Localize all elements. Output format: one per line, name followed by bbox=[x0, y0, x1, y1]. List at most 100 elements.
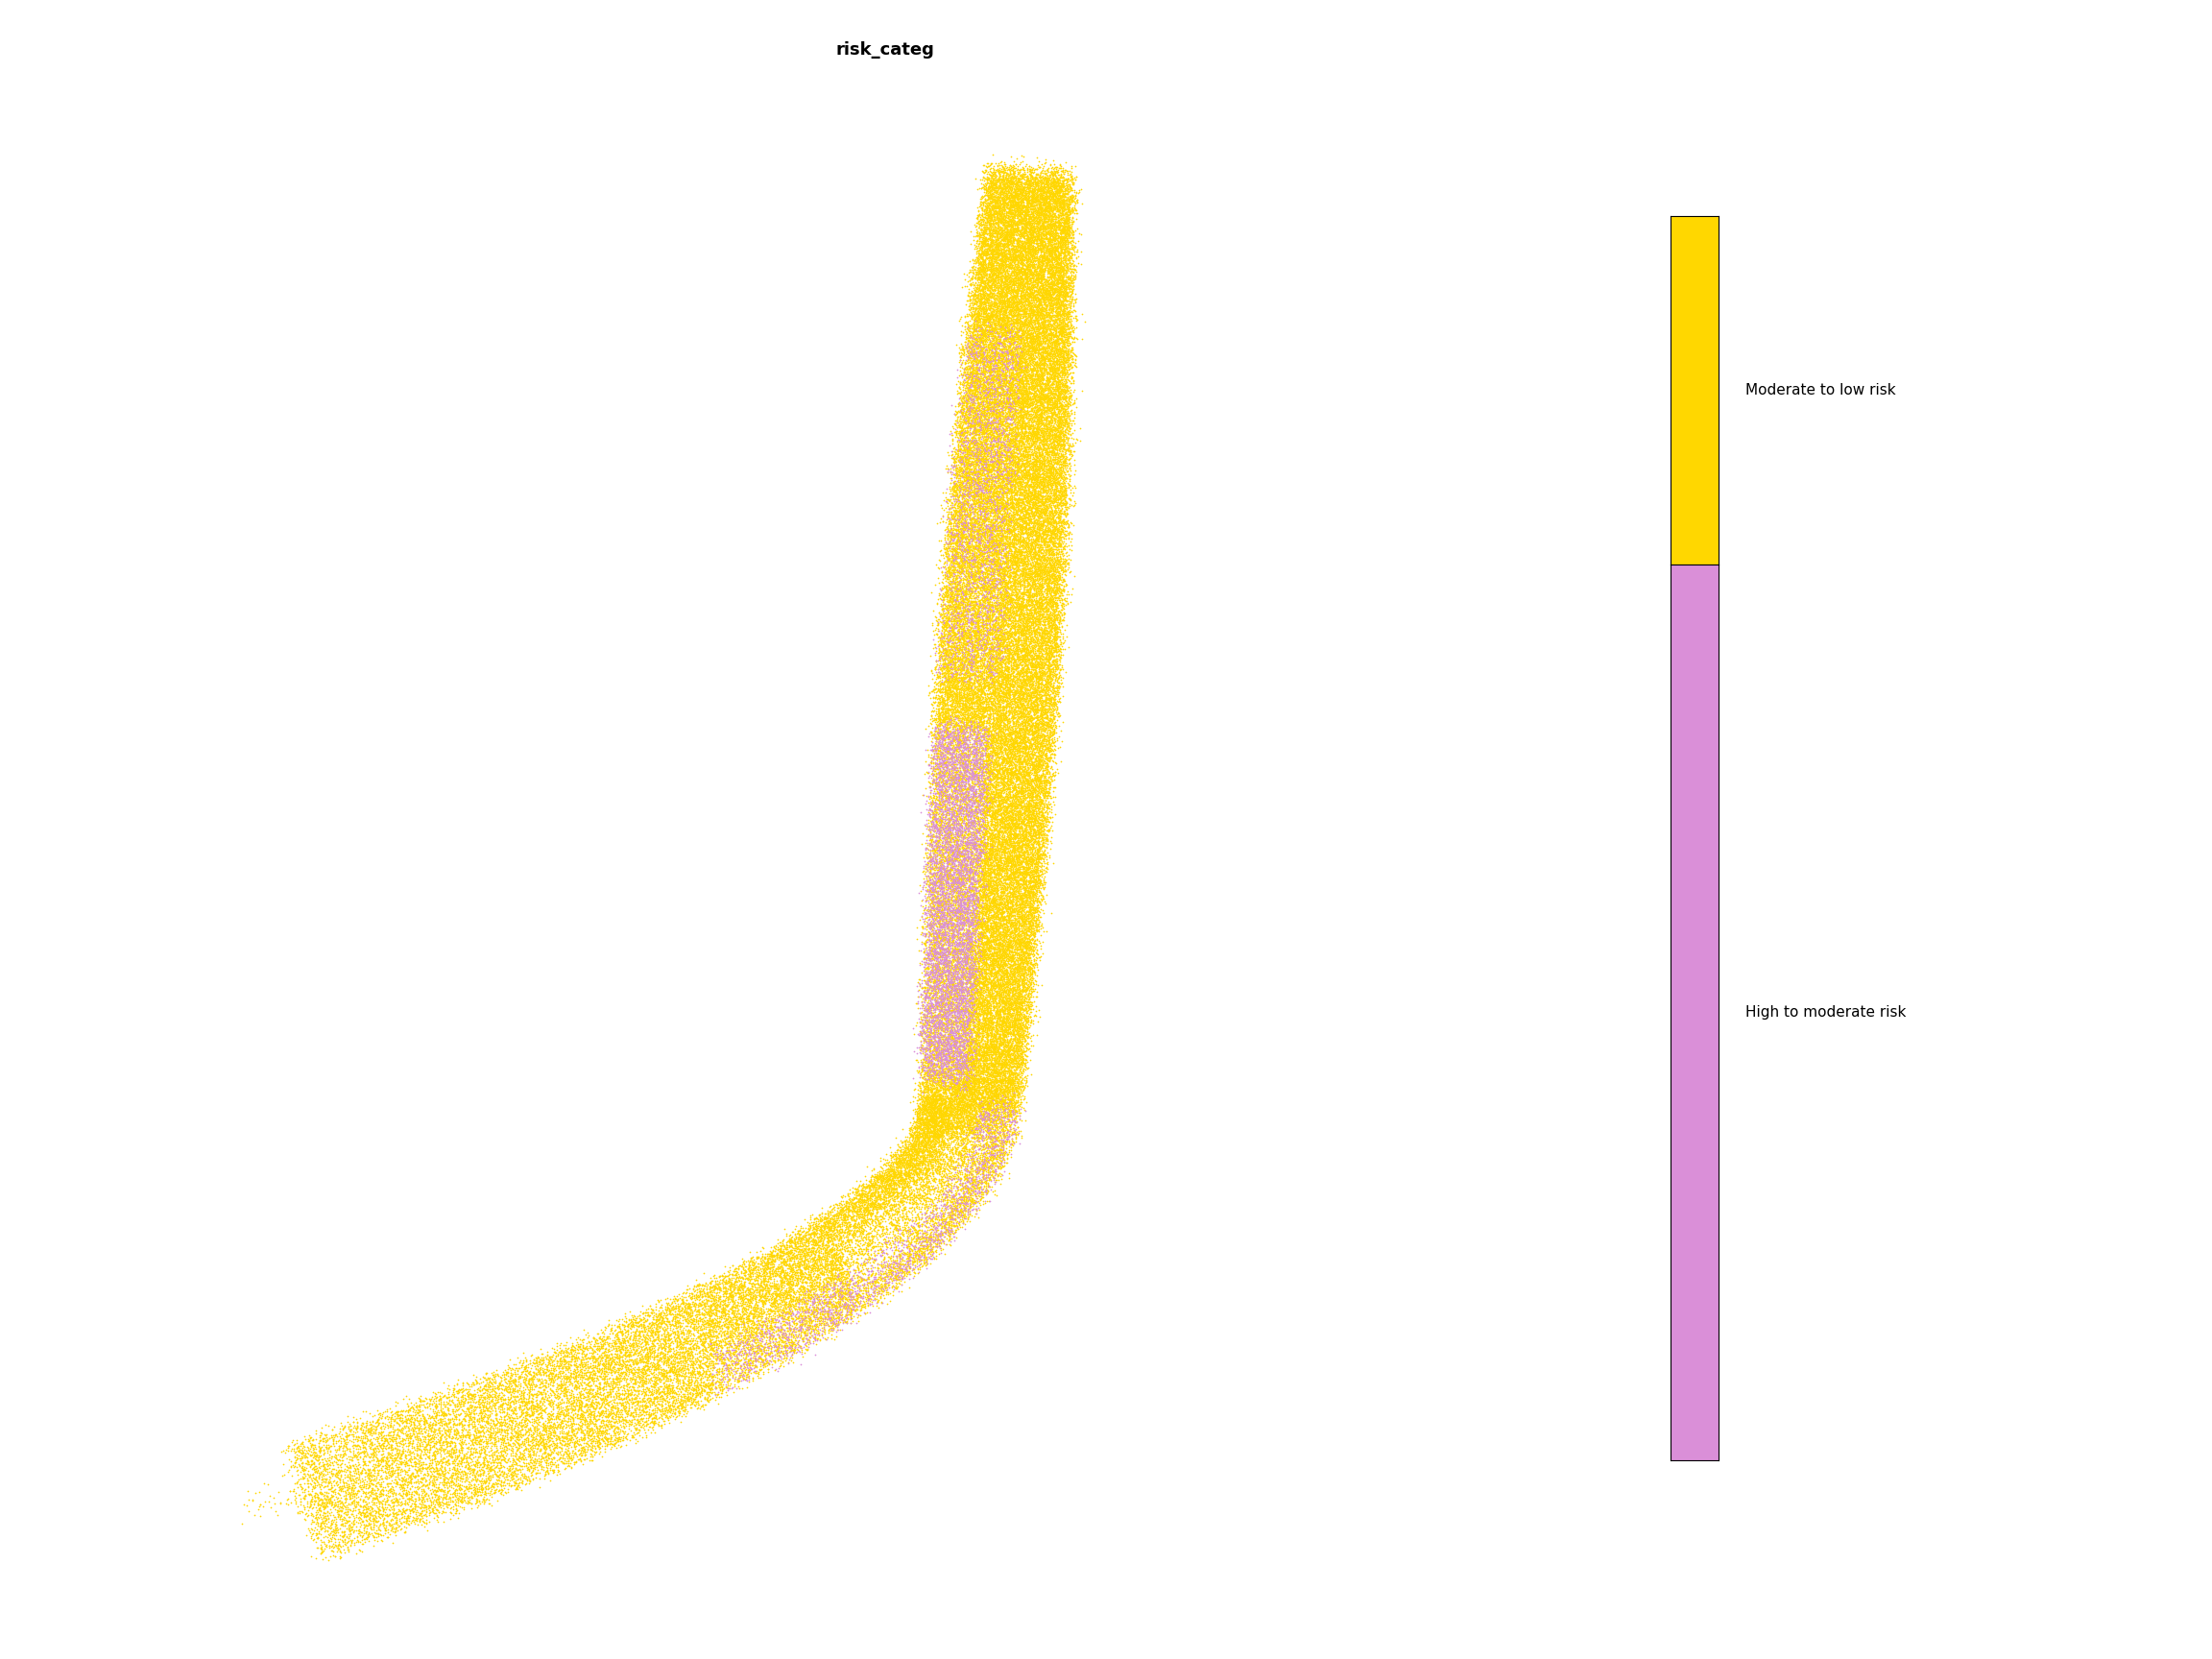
Point bbox=[1006, 796, 1042, 823]
Point bbox=[1020, 463, 1055, 489]
Point bbox=[987, 582, 1022, 609]
Point bbox=[942, 1063, 978, 1090]
Point bbox=[1013, 687, 1048, 713]
Point bbox=[511, 1359, 546, 1385]
Point bbox=[962, 906, 998, 932]
Point bbox=[1013, 868, 1048, 894]
Point bbox=[1031, 745, 1066, 771]
Point bbox=[989, 367, 1024, 393]
Point bbox=[1020, 401, 1055, 428]
Point bbox=[1035, 587, 1071, 614]
Point bbox=[1040, 347, 1075, 373]
Point bbox=[947, 546, 982, 572]
Point bbox=[993, 975, 1029, 1002]
Point bbox=[951, 695, 987, 722]
Point bbox=[967, 972, 1002, 999]
Point bbox=[949, 997, 984, 1024]
Point bbox=[394, 1448, 429, 1475]
Point bbox=[987, 752, 1022, 778]
Point bbox=[288, 1470, 323, 1496]
Point bbox=[812, 1264, 847, 1291]
Point bbox=[987, 455, 1022, 481]
Point bbox=[962, 222, 998, 249]
Point bbox=[987, 498, 1022, 524]
Point bbox=[1000, 385, 1035, 411]
Point bbox=[465, 1377, 500, 1404]
Point bbox=[794, 1276, 830, 1302]
Point bbox=[1011, 773, 1046, 800]
Point bbox=[982, 713, 1018, 740]
Point bbox=[1020, 508, 1055, 534]
Point bbox=[960, 559, 995, 586]
Point bbox=[971, 496, 1006, 523]
Point bbox=[591, 1350, 626, 1377]
Point bbox=[993, 300, 1029, 327]
Point bbox=[655, 1339, 690, 1365]
Point bbox=[933, 1092, 969, 1118]
Point bbox=[1006, 277, 1042, 304]
Point bbox=[962, 559, 998, 586]
Point bbox=[613, 1312, 648, 1339]
Point bbox=[958, 499, 993, 526]
Point bbox=[1015, 889, 1051, 916]
Point bbox=[931, 614, 967, 640]
Point bbox=[1002, 458, 1037, 484]
Point bbox=[918, 823, 953, 849]
Point bbox=[1018, 247, 1053, 274]
Point bbox=[987, 941, 1022, 967]
Point bbox=[584, 1335, 619, 1362]
Point bbox=[987, 494, 1022, 521]
Point bbox=[1011, 265, 1046, 292]
Point bbox=[1022, 557, 1057, 584]
Point bbox=[728, 1316, 763, 1342]
Point bbox=[949, 1155, 984, 1181]
Point bbox=[995, 720, 1031, 747]
Point bbox=[823, 1218, 858, 1244]
Point bbox=[1020, 466, 1055, 493]
Point bbox=[942, 790, 978, 816]
Point bbox=[1000, 690, 1035, 717]
Point bbox=[938, 921, 973, 947]
Point bbox=[898, 1226, 933, 1253]
Point bbox=[953, 932, 989, 959]
Point bbox=[591, 1345, 626, 1372]
Point bbox=[960, 705, 995, 732]
Point bbox=[781, 1307, 816, 1334]
Point bbox=[1053, 211, 1088, 237]
Point bbox=[1040, 557, 1075, 584]
Point bbox=[838, 1190, 874, 1216]
Point bbox=[933, 886, 969, 912]
Point bbox=[1018, 264, 1053, 290]
Point bbox=[849, 1199, 885, 1226]
Point bbox=[465, 1475, 500, 1501]
Point bbox=[973, 664, 1009, 690]
Point bbox=[973, 566, 1009, 592]
Point bbox=[1024, 549, 1060, 576]
Point bbox=[980, 174, 1015, 201]
Point bbox=[697, 1354, 732, 1380]
Point bbox=[925, 732, 960, 758]
Point bbox=[635, 1355, 670, 1382]
Point bbox=[1044, 189, 1079, 216]
Point bbox=[947, 562, 982, 589]
Point bbox=[975, 1022, 1011, 1048]
Point bbox=[1002, 927, 1037, 954]
Point bbox=[918, 1221, 953, 1248]
Point bbox=[982, 353, 1018, 380]
Point bbox=[1033, 567, 1068, 594]
Point bbox=[960, 858, 995, 884]
Point bbox=[865, 1277, 900, 1304]
Point bbox=[566, 1385, 602, 1412]
Point bbox=[1024, 742, 1060, 768]
Point bbox=[991, 1075, 1026, 1102]
Point bbox=[1006, 561, 1042, 587]
Point bbox=[905, 1014, 940, 1040]
Point bbox=[684, 1321, 719, 1347]
Point bbox=[515, 1392, 551, 1418]
Point bbox=[936, 476, 971, 503]
Point bbox=[303, 1511, 338, 1538]
Point bbox=[993, 790, 1029, 816]
Point bbox=[1013, 166, 1048, 192]
Point bbox=[765, 1299, 801, 1326]
Point bbox=[918, 1004, 953, 1030]
